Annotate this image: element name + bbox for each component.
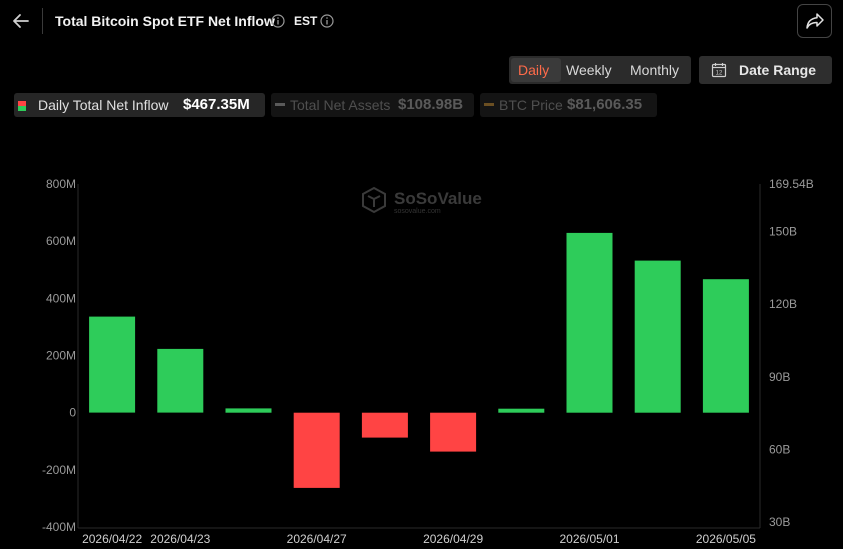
bar-2026-04-22[interactable] [89, 316, 136, 413]
page-title: Total Bitcoin Spot ETF Net Inflow [55, 13, 275, 29]
sosovalue-logo-icon [362, 186, 386, 214]
x-tick-label: 2026/05/01 [559, 532, 619, 546]
x-tick-label: 2026/05/05 [696, 532, 756, 546]
y2-axis-ticks: 169.54B 150B 120B 90B 60B 30B [769, 177, 814, 529]
btc-price-swatch-icon [484, 103, 494, 106]
back-button[interactable] [9, 9, 33, 33]
inflow-swatch-icon [18, 101, 26, 111]
x-axis-ticks: 2026/04/22 2026/04/23 2026/04/27 2026/04/29… [82, 532, 756, 546]
legend-daily-net-inflow[interactable]: Daily Total Net Inflow $467.35M [14, 93, 265, 117]
y2-tick-label: 90B [769, 370, 790, 384]
bar-2026-05-01[interactable] [566, 232, 613, 413]
legend-value: $108.98B [398, 96, 464, 113]
y-tick-label: -400M [42, 520, 76, 534]
watermark: SoSoValue sosovalue.com [362, 186, 482, 215]
y-tick-label: 400M [46, 291, 76, 305]
bar-2026-04-24[interactable] [225, 408, 272, 413]
x-tick-label: 2026/04/22 [82, 532, 142, 546]
period-active-highlight [511, 58, 561, 82]
y2-tick-label: 60B [769, 442, 790, 456]
bar-2026-04-28[interactable] [361, 412, 408, 438]
legend-name: BTC Price [499, 97, 563, 113]
period-weekly-button[interactable]: Weekly [566, 62, 612, 78]
svg-text:12: 12 [716, 71, 723, 77]
y2-tick-label: 30B [769, 515, 790, 529]
watermark-name: SoSoValue [394, 189, 482, 208]
legend-value: $467.35M [183, 96, 250, 113]
arrow-left-icon [13, 14, 29, 28]
legend-name: Daily Total Net Inflow [38, 97, 169, 113]
bar-2026-05-04[interactable] [634, 260, 681, 413]
info-icon[interactable] [271, 14, 285, 28]
bar-2026-04-30[interactable] [498, 408, 545, 413]
y-tick-label: -200M [42, 463, 76, 477]
y-tick-label: 800M [46, 177, 76, 191]
bars [89, 232, 749, 488]
date-range-button[interactable]: 12 Date Range [699, 56, 832, 84]
y2-tick-label: 150B [769, 224, 797, 238]
x-tick-label: 2026/04/29 [423, 532, 483, 546]
timezone-label: EST [294, 14, 318, 28]
bar-2026-04-23[interactable] [157, 348, 204, 413]
legend-value: $81,606.35 [567, 96, 643, 113]
bar-2026-05-05[interactable] [702, 279, 749, 413]
period-selector: Daily Weekly Monthly [509, 56, 691, 84]
share-icon [805, 13, 824, 29]
bar-2026-04-29[interactable] [430, 412, 477, 452]
share-button[interactable] [797, 4, 832, 38]
y-tick-label: 600M [46, 234, 76, 248]
date-range-label: Date Range [739, 62, 817, 78]
header-bar: Total Bitcoin Spot ETF Net Inflow EST [0, 0, 843, 44]
calendar-icon: 12 [711, 63, 727, 78]
bar-2026-04-27[interactable] [293, 412, 340, 488]
legend-btc-price[interactable]: BTC Price $81,606.35 [480, 93, 657, 117]
legend-total-net-assets[interactable]: Total Net Assets $108.98B [271, 93, 474, 117]
y-tick-label: 0 [69, 406, 76, 420]
y-axis-ticks: 800M 600M 400M 200M 0 -200M -400M [42, 177, 76, 534]
y2-tick-label: 120B [769, 297, 797, 311]
y-tick-label: 200M [46, 349, 76, 363]
x-tick-label: 2026/04/27 [287, 532, 347, 546]
timezone-info-icon[interactable] [320, 14, 334, 28]
period-daily-button[interactable]: Daily [518, 62, 550, 78]
legend-name: Total Net Assets [290, 97, 391, 113]
y2-tick-label: 169.54B [769, 177, 814, 191]
header-divider [42, 8, 43, 34]
period-monthly-button[interactable]: Monthly [630, 62, 680, 78]
net-assets-swatch-icon [275, 103, 285, 106]
watermark-url: sosovalue.com [394, 208, 441, 215]
x-tick-label: 2026/04/23 [150, 532, 210, 546]
